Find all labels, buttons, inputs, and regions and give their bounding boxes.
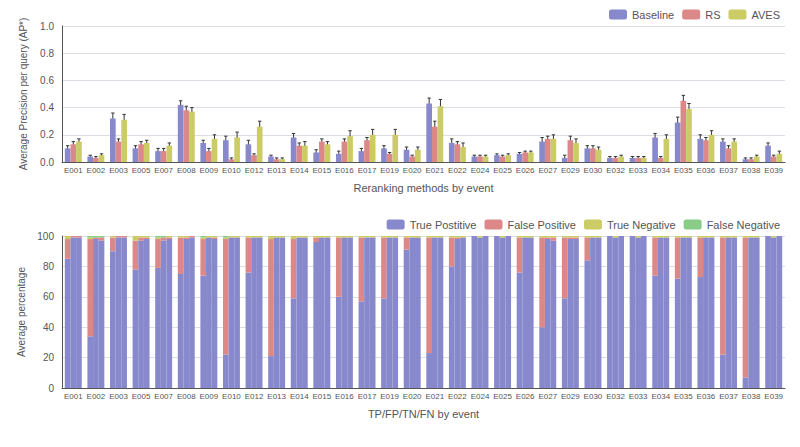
svg-text:E036: E036	[697, 392, 716, 401]
svg-text:E005: E005	[132, 166, 151, 175]
svg-text:E035: E035	[674, 166, 693, 175]
svg-text:E027: E027	[538, 166, 557, 175]
svg-text:E017: E017	[358, 166, 377, 175]
svg-text:E008: E008	[177, 392, 196, 401]
svg-text:E021: E021	[425, 166, 444, 175]
svg-text:E026: E026	[516, 166, 535, 175]
svg-text:E010: E010	[222, 166, 241, 175]
svg-text:E020: E020	[403, 166, 422, 175]
svg-text:False Negative: False Negative	[707, 219, 780, 231]
svg-text:80: 80	[43, 261, 55, 272]
svg-text:0: 0	[48, 383, 54, 394]
svg-text:E001: E001	[64, 392, 83, 401]
svg-text:E030: E030	[584, 392, 603, 401]
svg-text:E002: E002	[87, 166, 106, 175]
svg-text:0.0: 0.0	[40, 157, 54, 168]
svg-text:False Positive: False Positive	[507, 219, 575, 231]
svg-text:E025: E025	[493, 392, 512, 401]
svg-text:Reranking methods by event: Reranking methods by event	[353, 182, 493, 194]
svg-text:E021: E021	[425, 392, 444, 401]
svg-text:E034: E034	[651, 392, 670, 401]
svg-text:E024: E024	[471, 392, 490, 401]
svg-text:E038: E038	[742, 166, 761, 175]
svg-text:E009: E009	[200, 392, 219, 401]
svg-text:E007: E007	[154, 166, 173, 175]
svg-text:E039: E039	[764, 166, 783, 175]
svg-text:E037: E037	[719, 166, 738, 175]
svg-text:E013: E013	[267, 166, 286, 175]
svg-text:E029: E029	[561, 166, 580, 175]
svg-text:E035: E035	[674, 392, 693, 401]
svg-text:RS: RS	[705, 9, 720, 21]
svg-text:E010: E010	[222, 392, 241, 401]
svg-text:Average Precision per query (A: Average Precision per query (AP*)	[18, 18, 29, 171]
svg-text:0.4: 0.4	[40, 102, 54, 113]
svg-text:E012: E012	[245, 166, 264, 175]
svg-text:TP/FP/TN/FN by event: TP/FP/TN/FN by event	[368, 408, 479, 420]
svg-text:E016: E016	[335, 166, 354, 175]
svg-text:E030: E030	[584, 166, 603, 175]
svg-text:E012: E012	[245, 392, 264, 401]
svg-text:60: 60	[43, 291, 55, 302]
svg-text:Baseline: Baseline	[632, 9, 674, 21]
svg-text:E022: E022	[448, 392, 467, 401]
svg-text:E015: E015	[312, 166, 331, 175]
svg-text:E014: E014	[290, 166, 309, 175]
svg-text:E003: E003	[109, 166, 128, 175]
svg-text:0.8: 0.8	[40, 48, 54, 59]
svg-text:1.0: 1.0	[40, 21, 54, 32]
svg-text:True Postitive: True Postitive	[410, 219, 477, 231]
svg-text:E026: E026	[516, 392, 535, 401]
svg-text:E001: E001	[64, 166, 83, 175]
svg-text:E009: E009	[200, 166, 219, 175]
svg-text:E019: E019	[380, 392, 399, 401]
svg-text:E038: E038	[742, 392, 761, 401]
svg-text:E033: E033	[629, 392, 648, 401]
svg-text:E005: E005	[132, 392, 151, 401]
svg-text:E016: E016	[335, 392, 354, 401]
svg-text:E029: E029	[561, 392, 580, 401]
svg-text:True Negative: True Negative	[607, 219, 676, 231]
svg-text:20: 20	[43, 352, 55, 363]
svg-text:E024: E024	[471, 166, 490, 175]
svg-text:E003: E003	[109, 392, 128, 401]
svg-text:E007: E007	[154, 392, 173, 401]
svg-text:E034: E034	[651, 166, 670, 175]
svg-text:E036: E036	[697, 166, 716, 175]
svg-text:E019: E019	[380, 166, 399, 175]
svg-text:E020: E020	[403, 392, 422, 401]
svg-text:E015: E015	[312, 392, 331, 401]
svg-text:E027: E027	[538, 392, 557, 401]
svg-text:E032: E032	[606, 392, 625, 401]
svg-text:E008: E008	[177, 166, 196, 175]
svg-text:E025: E025	[493, 166, 512, 175]
svg-text:0.6: 0.6	[40, 75, 54, 86]
svg-text:E002: E002	[87, 392, 106, 401]
svg-text:E014: E014	[290, 392, 309, 401]
svg-text:E017: E017	[358, 392, 377, 401]
svg-text:E013: E013	[267, 392, 286, 401]
svg-text:Average percentage: Average percentage	[16, 267, 27, 357]
svg-text:AVES: AVES	[751, 9, 780, 21]
svg-text:E022: E022	[448, 166, 467, 175]
svg-text:100: 100	[37, 231, 54, 242]
svg-text:E032: E032	[606, 166, 625, 175]
svg-text:40: 40	[43, 322, 55, 333]
svg-text:0.2: 0.2	[40, 129, 54, 140]
svg-text:E033: E033	[629, 166, 648, 175]
svg-text:E039: E039	[764, 392, 783, 401]
svg-text:E037: E037	[719, 392, 738, 401]
